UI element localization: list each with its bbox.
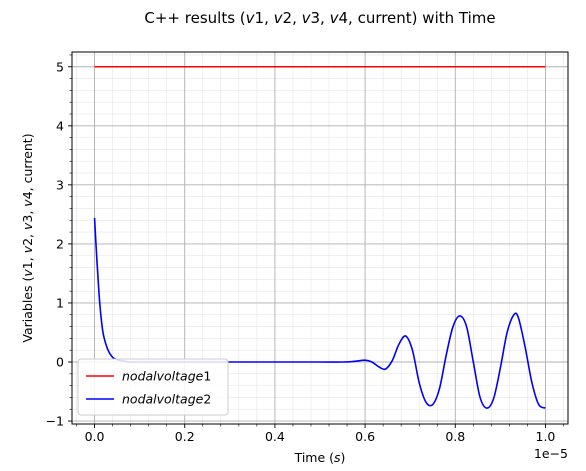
- y-axis-label: Variables (v1, v2, v3, v4, current): [20, 133, 35, 342]
- y-tick-label: 0: [56, 355, 64, 370]
- plot-frame: [71, 51, 569, 425]
- y-tick-label: 3: [56, 177, 64, 192]
- chart-title: C++ results (v1, v2, v3, v4, current) wi…: [144, 9, 495, 27]
- legend: nodalvoltage1 nodalvoltage2: [77, 358, 229, 416]
- x-tick-label: 0.8: [445, 429, 465, 444]
- axis-labels: Time (s) Variables (v1, v2, v3, v4, curre…: [20, 133, 568, 465]
- title-text: C++ results (v1, v2, v3, v4, current) wi…: [144, 9, 495, 27]
- y-tick-label: 4: [56, 118, 64, 133]
- x-axis-multiplier: 1e−5: [534, 446, 568, 461]
- y-tick-label: 5: [56, 59, 64, 74]
- legend-label-nodalvoltage2: nodalvoltage2: [122, 392, 211, 407]
- x-tick-label: 0.0: [85, 429, 105, 444]
- y-tick-label: −1: [46, 414, 64, 429]
- x-axis-label: Time (s): [294, 450, 346, 465]
- y-tick-label: 2: [56, 236, 64, 251]
- legend-box: [77, 358, 229, 416]
- series-lines: [93, 65, 546, 409]
- legend-label-nodalvoltage1: nodalvoltage1: [122, 369, 211, 384]
- x-tick-label: 0.6: [355, 429, 375, 444]
- x-tick-label: 0.4: [265, 429, 285, 444]
- x-tick-label: 0.2: [175, 429, 195, 444]
- x-tick-label: 1.0: [536, 429, 556, 444]
- axis-ticks: 0.0 0.2 0.4 0.6 0.8 1.0 −1 0 1 2 3 4 5: [46, 54, 564, 444]
- y-tick-label: 1: [56, 295, 64, 310]
